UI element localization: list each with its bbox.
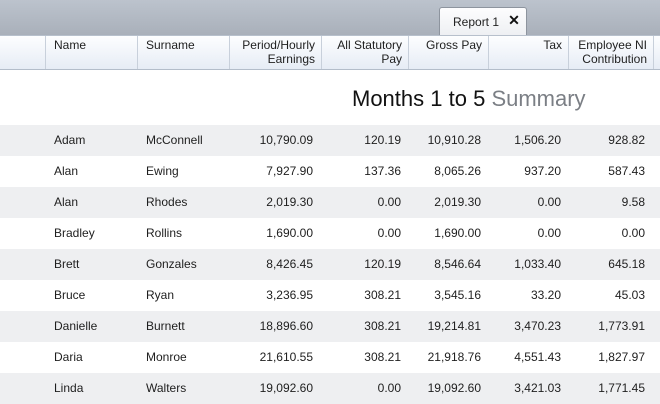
cell-statutory: 308.21 (364, 350, 401, 364)
cell-ni: 645.18 (608, 257, 645, 271)
cell-statutory: 120.19 (364, 257, 401, 271)
cell-gross: 8,065.26 (434, 164, 481, 178)
report-title: Months 1 to 5 Summary (352, 86, 612, 114)
cell-name: Alan (54, 195, 79, 209)
cell-ni: 0.00 (621, 226, 645, 240)
cell-tax: 3,421.03 (514, 381, 561, 395)
cell-statutory: 0.00 (377, 226, 401, 240)
cell-earnings: 8,426.45 (266, 257, 313, 271)
report-title-period: Months 1 to 5 (352, 86, 486, 111)
column-header-surname[interactable]: Surname (138, 36, 230, 69)
column-header-surname-label: Surname (146, 38, 195, 52)
table-row[interactable]: Linda Walters 19,092.60 0.00 19,092.60 3,421.… (0, 373, 660, 404)
cell-earnings: 10,790.09 (259, 133, 313, 147)
cell-statutory: 137.36 (364, 164, 401, 178)
cell-gross: 10,910.28 (427, 133, 481, 147)
cell-gross: 21,918.76 (427, 350, 481, 364)
cell-gross: 8,546.64 (434, 257, 481, 271)
cell-tax: 937.20 (524, 164, 561, 178)
table-row[interactable]: Danielle Burnett 18,896.60 308.21 19,214.81 3… (0, 311, 660, 342)
column-header-name[interactable]: Name (46, 36, 138, 69)
cell-surname: Ryan (146, 288, 175, 302)
cell-ni: 9.58 (621, 195, 645, 209)
cell-earnings: 1,690.00 (266, 226, 313, 240)
cell-ni: 928.82 (608, 133, 645, 147)
column-header-statutory-line2: Pay (381, 52, 402, 66)
cell-surname: Monroe (146, 350, 187, 364)
cell-gross: 1,690.00 (434, 226, 481, 240)
report-title-summary: Summary (491, 86, 586, 111)
cell-earnings: 18,896.60 (259, 319, 313, 333)
table-row[interactable]: Bruce Ryan 3,236.95 308.21 3,545.16 33.20 45.0… (0, 280, 660, 311)
cell-gross: 19,092.60 (427, 381, 481, 395)
column-header-gross-pay[interactable]: Gross Pay (409, 36, 489, 69)
column-header-statutory-line1: All Statutory (337, 38, 402, 52)
cell-statutory: 308.21 (364, 319, 401, 333)
cell-gross: 19,214.81 (427, 319, 481, 333)
cell-ni: 587.43 (608, 164, 645, 178)
cell-statutory: 120.19 (364, 133, 401, 147)
column-header-statutory-pay[interactable]: All Statutory Pay (322, 36, 409, 69)
column-header-earnings-line2: Earnings (267, 52, 315, 66)
table-row[interactable]: Adam McConnell 10,790.09 120.19 10,910.28 1,5… (0, 125, 660, 156)
cell-surname: Walters (146, 381, 187, 395)
cell-tax: 4,551.43 (514, 350, 561, 364)
cell-tax: 1,506.20 (514, 133, 561, 147)
cell-surname: McConnell (146, 133, 203, 147)
column-header-ni-line1: Employee NI (578, 38, 647, 52)
row-header-spacer (0, 36, 46, 69)
report-column-header: Name Surname Period/Hourly Earnings All … (0, 35, 660, 70)
cell-surname: Gonzales (146, 257, 197, 271)
column-header-employee-ni[interactable]: Employee NI Contribution (569, 36, 654, 69)
cell-statutory: 308.21 (364, 288, 401, 302)
column-header-tax[interactable]: Tax (489, 36, 569, 69)
cell-ni: 1,771.45 (598, 381, 645, 395)
column-header-earnings-line1: Period/Hourly (242, 38, 315, 52)
cell-surname: Burnett (146, 319, 185, 333)
cell-name: Alan (54, 164, 79, 178)
cell-gross: 2,019.30 (434, 195, 481, 209)
cell-name: Adam (54, 133, 86, 147)
cell-surname: Ewing (146, 164, 179, 178)
tab-report-1[interactable]: Report 1 ✕ (439, 7, 527, 35)
close-icon[interactable]: ✕ (508, 12, 520, 28)
cell-name: Daria (54, 350, 83, 364)
cell-tax: 1,033.40 (514, 257, 561, 271)
column-header-name-label: Name (54, 38, 87, 52)
cell-tax: 33.20 (530, 288, 561, 302)
cell-surname: Rollins (146, 226, 183, 240)
document-tab-bar: Report 1 ✕ (0, 0, 660, 35)
cell-ni: 1,773.91 (598, 319, 645, 333)
table-row[interactable]: Brett Gonzales 8,426.45 120.19 8,546.64 1,033… (0, 249, 660, 280)
cell-tax: 3,470.23 (514, 319, 561, 333)
column-header-ni-line2: Contribution (582, 52, 647, 66)
column-header-earnings[interactable]: Period/Hourly Earnings (230, 36, 322, 69)
cell-earnings: 3,236.95 (266, 288, 313, 302)
cell-tax: 0.00 (537, 195, 561, 209)
cell-name: Danielle (54, 319, 98, 333)
cell-name: Linda (54, 381, 84, 395)
cell-ni: 45.03 (614, 288, 645, 302)
column-header-gross-label: Gross Pay (425, 38, 482, 52)
table-row[interactable]: Alan Rhodes 2,019.30 0.00 2,019.30 0.00 9.58 (0, 187, 660, 218)
tab-label: Report 1 (453, 15, 500, 29)
cell-name: Bruce (54, 288, 86, 302)
cell-earnings: 7,927.90 (266, 164, 313, 178)
cell-gross: 3,545.16 (434, 288, 481, 302)
cell-surname: Rhodes (146, 195, 188, 209)
table-row[interactable]: Alan Ewing 7,927.90 137.36 8,065.26 937.20 587… (0, 156, 660, 187)
cell-statutory: 0.00 (377, 195, 401, 209)
column-header-tax-label: Tax (543, 38, 562, 52)
cell-name: Brett (54, 257, 80, 271)
cell-statutory: 0.00 (377, 381, 401, 395)
cell-ni: 1,827.97 (598, 350, 645, 364)
cell-earnings: 19,092.60 (259, 381, 313, 395)
cell-earnings: 21,610.55 (259, 350, 313, 364)
cell-earnings: 2,019.30 (266, 195, 313, 209)
cell-name: Bradley (54, 226, 95, 240)
table-row[interactable]: Bradley Rollins 1,690.00 0.00 1,690.00 0.00 0.… (0, 218, 660, 249)
table-row[interactable]: Daria Monroe 21,610.55 308.21 21,918.76 4,551… (0, 342, 660, 373)
cell-tax: 0.00 (537, 226, 561, 240)
